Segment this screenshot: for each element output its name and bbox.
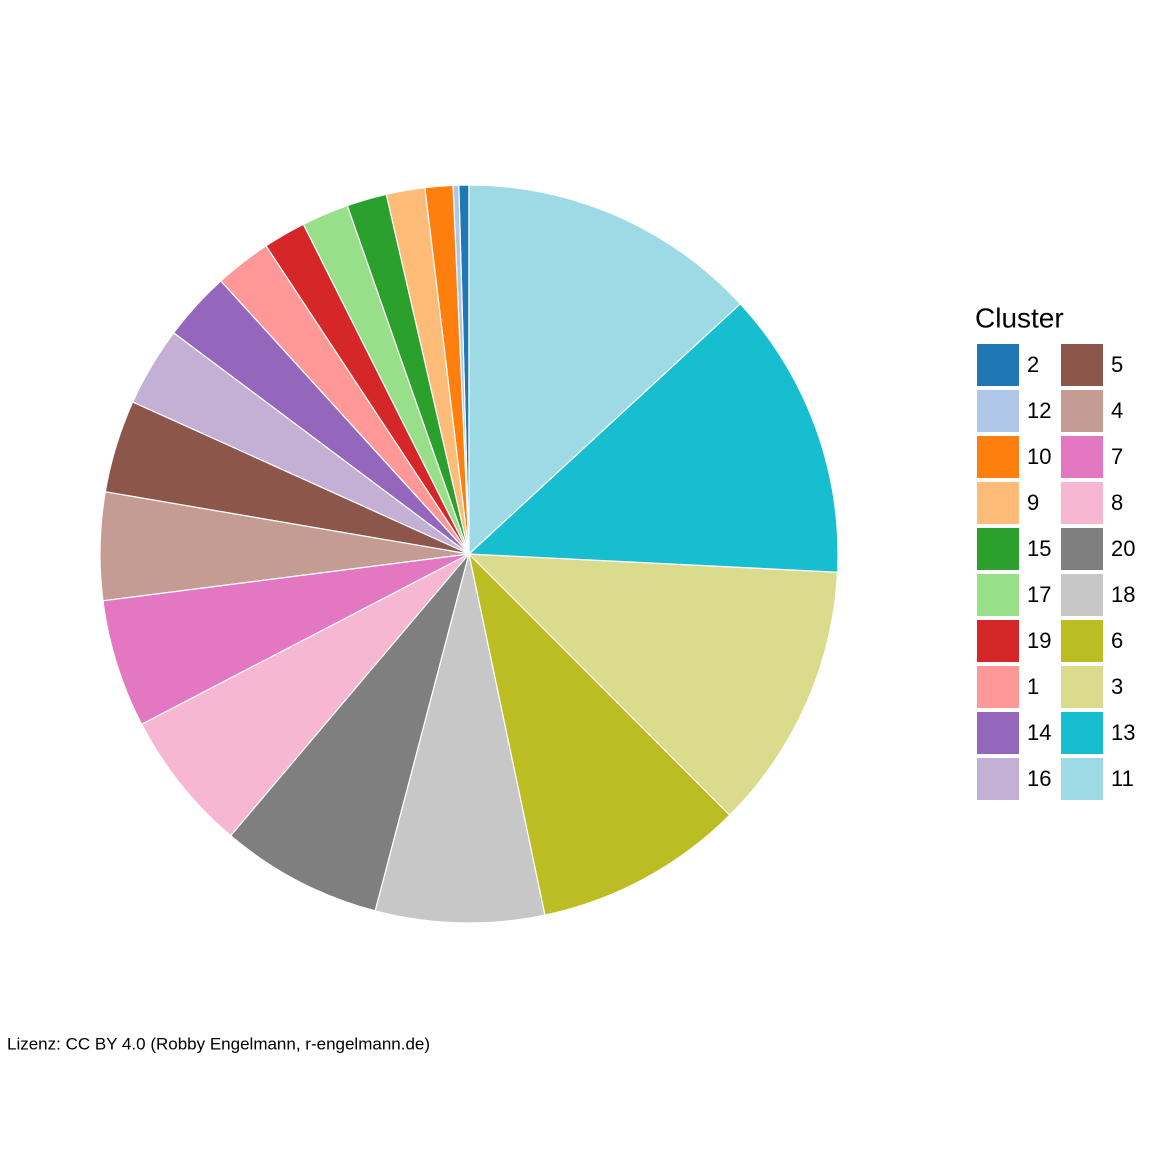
legend-swatch: [1061, 528, 1103, 570]
legend-label: 10: [1027, 444, 1051, 469]
caption: Lizenz: CC BY 4.0 (Robby Engelmann, r-en…: [7, 1034, 430, 1053]
legend-label: 20: [1111, 536, 1135, 561]
pie-slice: [140, 553, 470, 837]
legend-swatch: [1061, 712, 1103, 754]
legend-label: 17: [1027, 582, 1051, 607]
legend-label: 6: [1111, 628, 1123, 653]
legend-label: 15: [1027, 536, 1051, 561]
legend-label: 8: [1111, 490, 1123, 515]
legend-swatch: [977, 574, 1019, 616]
legend-swatch: [1061, 482, 1103, 524]
legend-label: 7: [1111, 444, 1123, 469]
legend-swatch: [977, 620, 1019, 662]
legend-swatch: [1061, 436, 1103, 478]
legend-label: 18: [1111, 582, 1135, 607]
legend-swatch: [977, 344, 1019, 386]
legend-label: 3: [1111, 674, 1123, 699]
legend-swatch: [977, 712, 1019, 754]
legend-label: 16: [1027, 766, 1051, 791]
legend-label: 12: [1027, 398, 1051, 423]
legend-swatch: [977, 482, 1019, 524]
pie-slice: [374, 553, 546, 924]
pie-slice: [468, 184, 742, 556]
legend-label: 1: [1027, 674, 1039, 699]
pie-slice: [102, 553, 470, 726]
legend-swatch: [1061, 666, 1103, 708]
pie-slice: [467, 302, 839, 573]
legend-label: 14: [1027, 720, 1051, 745]
legend-label: 5: [1111, 352, 1123, 377]
pie-slice: [229, 553, 470, 912]
legend-swatch: [1061, 620, 1103, 662]
legend-label: 2: [1027, 352, 1039, 377]
legend-label: 11: [1111, 766, 1134, 791]
legend-swatch: [1061, 758, 1103, 800]
legend-swatch: [977, 758, 1019, 800]
legend-swatch: [977, 528, 1019, 570]
pie-slice: [467, 552, 731, 916]
legend-title: Cluster: [975, 302, 1064, 333]
legend-label: 13: [1111, 720, 1135, 745]
legend-swatch: [977, 390, 1019, 432]
legend-swatch: [1061, 574, 1103, 616]
legend-swatch: [977, 666, 1019, 708]
pie-slice: [467, 553, 839, 816]
legend-label: 19: [1027, 628, 1051, 653]
legend-swatch: [977, 436, 1019, 478]
legend-swatch: [1061, 344, 1103, 386]
legend-swatch: [1061, 390, 1103, 432]
legend-label: 9: [1027, 490, 1039, 515]
legend-label: 4: [1111, 398, 1123, 423]
